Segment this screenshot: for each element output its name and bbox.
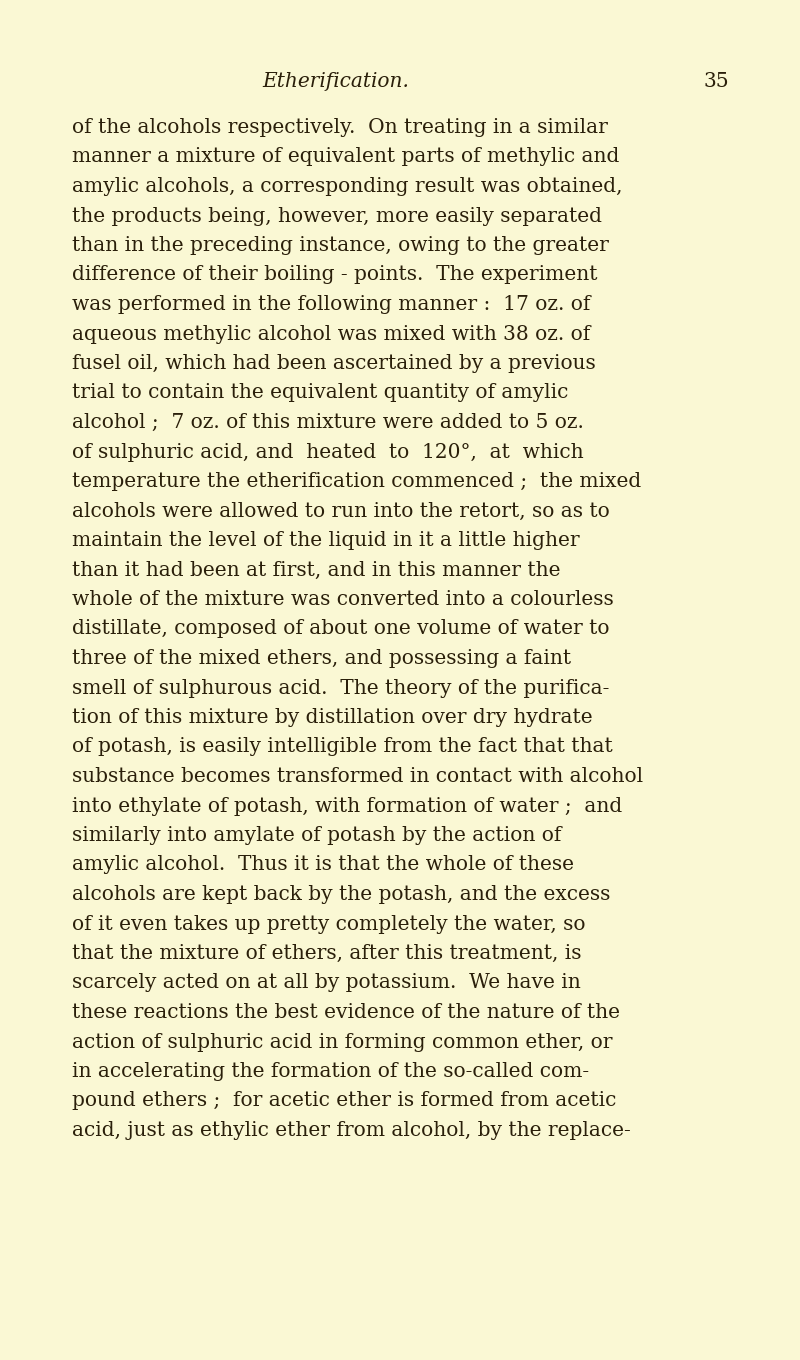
Text: into ethylate of potash, with formation of water ;  and: into ethylate of potash, with formation … [72, 797, 622, 816]
Text: aqueous methylic alcohol was mixed with 38 oz. of: aqueous methylic alcohol was mixed with … [72, 325, 590, 344]
Text: was performed in the following manner :  17 oz. of: was performed in the following manner : … [72, 295, 590, 314]
Text: alcohol ;  7 oz. of this mixture were added to 5 oz.: alcohol ; 7 oz. of this mixture were add… [72, 413, 584, 432]
Text: maintain the level of the liquid in it a little higher: maintain the level of the liquid in it a… [72, 530, 580, 549]
Text: acid, just as ethylic ether from alcohol, by the replace-: acid, just as ethylic ether from alcohol… [72, 1121, 630, 1140]
Text: that the mixture of ethers, after this treatment, is: that the mixture of ethers, after this t… [72, 944, 582, 963]
Text: substance becomes transformed in contact with alcohol: substance becomes transformed in contact… [72, 767, 643, 786]
Text: fusel oil, which had been ascertained by a previous: fusel oil, which had been ascertained by… [72, 354, 596, 373]
Text: distillate, composed of about one volume of water to: distillate, composed of about one volume… [72, 620, 610, 638]
Text: scarcely acted on at all by potassium.  We have in: scarcely acted on at all by potassium. W… [72, 974, 581, 993]
Text: of it even takes up pretty completely the water, so: of it even takes up pretty completely th… [72, 914, 586, 933]
Text: tion of this mixture by distillation over dry hydrate: tion of this mixture by distillation ove… [72, 709, 593, 728]
Text: whole of the mixture was converted into a colourless: whole of the mixture was converted into … [72, 590, 614, 609]
Text: smell of sulphurous acid.  The theory of the purifica-: smell of sulphurous acid. The theory of … [72, 679, 610, 698]
Text: 35: 35 [703, 72, 729, 91]
Text: Etherification.: Etherification. [262, 72, 410, 91]
Text: alcohols were allowed to run into the retort, so as to: alcohols were allowed to run into the re… [72, 502, 610, 521]
Text: in accelerating the formation of the so-called com-: in accelerating the formation of the so-… [72, 1062, 589, 1081]
Text: trial to contain the equivalent quantity of amylic: trial to contain the equivalent quantity… [72, 384, 568, 403]
Text: temperature the etherification commenced ;  the mixed: temperature the etherification commenced… [72, 472, 642, 491]
Text: action of sulphuric acid in forming common ether, or: action of sulphuric acid in forming comm… [72, 1032, 613, 1051]
Text: similarly into amylate of potash by the action of: similarly into amylate of potash by the … [72, 826, 562, 845]
Text: pound ethers ;  for acetic ether is formed from acetic: pound ethers ; for acetic ether is forme… [72, 1092, 616, 1111]
Text: the products being, however, more easily separated: the products being, however, more easily… [72, 207, 602, 226]
Text: amylic alcohol.  Thus it is that the whole of these: amylic alcohol. Thus it is that the whol… [72, 855, 574, 874]
Text: of the alcohols respectively.  On treating in a similar: of the alcohols respectively. On treatin… [72, 118, 608, 137]
Text: amylic alcohols, a corresponding result was obtained,: amylic alcohols, a corresponding result … [72, 177, 622, 196]
Text: manner a mixture of equivalent parts of methylic and: manner a mixture of equivalent parts of … [72, 147, 619, 166]
Text: these reactions the best evidence of the nature of the: these reactions the best evidence of the… [72, 1004, 620, 1021]
Text: of sulphuric acid, and  heated  to  120°,  at  which: of sulphuric acid, and heated to 120°, a… [72, 442, 584, 461]
Text: of potash, is easily intelligible from the fact that that: of potash, is easily intelligible from t… [72, 737, 613, 756]
Text: than it had been at first, and in this manner the: than it had been at first, and in this m… [72, 560, 561, 579]
Text: three of the mixed ethers, and possessing a faint: three of the mixed ethers, and possessin… [72, 649, 571, 668]
Text: than in the preceding instance, owing to the greater: than in the preceding instance, owing to… [72, 237, 609, 256]
Text: alcohols are kept back by the potash, and the excess: alcohols are kept back by the potash, an… [72, 885, 610, 904]
Text: difference of their boiling - points.  The experiment: difference of their boiling - points. Th… [72, 265, 598, 284]
